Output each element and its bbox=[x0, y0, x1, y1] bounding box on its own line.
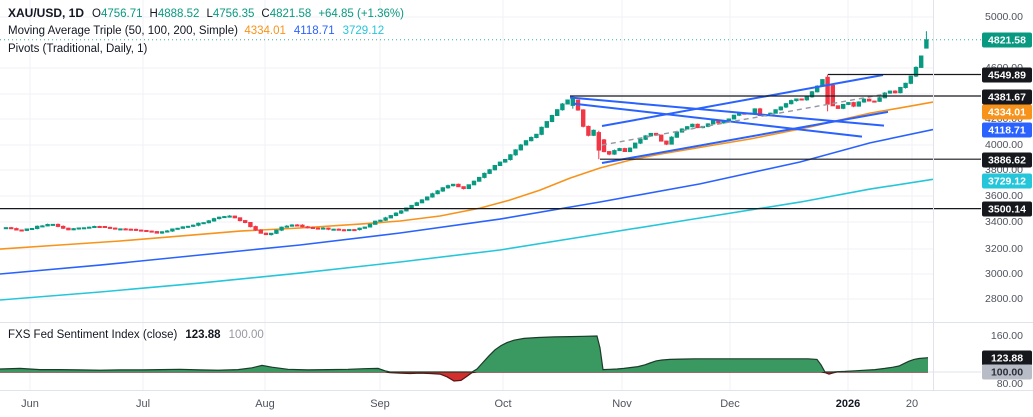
price-badge: 4821.58 bbox=[982, 32, 1032, 48]
pivots-legend-row[interactable]: Pivots (Traditional, Daily, 1) bbox=[8, 40, 404, 58]
daily-change: +64.85 (+1.36%) bbox=[318, 8, 404, 20]
ma-value: 3729.12 bbox=[342, 25, 385, 37]
time-tick-label: Sep bbox=[370, 398, 390, 410]
price-tick-label: 3400.00 bbox=[985, 216, 1023, 228]
price-badge: 4334.01 bbox=[982, 104, 1032, 120]
price-levels bbox=[0, 73, 981, 210]
price-badge: 4549.89 bbox=[982, 67, 1032, 83]
price-tick-label: 80.00 bbox=[996, 378, 1023, 390]
ohlc-item: O4756.71 bbox=[92, 8, 143, 20]
price-tick-label: 3600.00 bbox=[985, 190, 1023, 202]
ma-line-1[interactable] bbox=[0, 128, 933, 275]
ohlc-values: O4756.71 H4888.52 L4756.35 C4821.58 bbox=[92, 8, 318, 20]
channel-median-dashed[interactable] bbox=[601, 93, 887, 146]
descending-trendline-1[interactable] bbox=[569, 96, 885, 127]
ascending-channel-upper[interactable] bbox=[601, 74, 884, 127]
ohlc-item: H4888.52 bbox=[149, 8, 200, 20]
time-tick-label: Jul bbox=[135, 398, 151, 410]
time-tick-label: Dec bbox=[720, 398, 740, 410]
price-badge: 4381.67 bbox=[982, 89, 1032, 105]
pane-borders bbox=[0, 0, 1033, 391]
ma-legend-row[interactable]: Moving Average Triple (50, 100, 200, Sim… bbox=[8, 22, 404, 40]
ma-indicator-title: Moving Average Triple (50, 100, 200, Sim… bbox=[8, 25, 238, 37]
time-tick-label: Jun bbox=[21, 398, 39, 410]
ascending-channel-lower[interactable] bbox=[601, 110, 889, 164]
time-tick-label: Aug bbox=[255, 398, 275, 410]
ma-value: 4118.71 bbox=[293, 25, 335, 37]
symbol-title: XAU/USD, 1D bbox=[8, 6, 85, 20]
time-tick-label: Oct bbox=[494, 398, 512, 410]
price-tick-label: 2800.00 bbox=[985, 293, 1023, 305]
time-scale[interactable]: Jun Jul Aug Sep Oct Nov Dec 2026 20 bbox=[0, 391, 1033, 417]
symbol-legend-row[interactable]: XAU/USD, 1D O4756.71 H4888.52 L4756.35 C4821… bbox=[8, 4, 404, 22]
price-tick-label: 3000.00 bbox=[985, 268, 1023, 280]
ma-values: 4334.01 4118.71 3729.12 bbox=[244, 25, 392, 37]
grid bbox=[0, 0, 933, 390]
price-scale[interactable]: 5000.004600.004400.004200.004000.003800.… bbox=[933, 0, 1033, 390]
price-badge: 100.00 bbox=[982, 364, 1032, 380]
main-chart-legend[interactable]: XAU/USD, 1D O4756.71 H4888.52 L4756.35 C4821… bbox=[8, 4, 404, 58]
sentiment-indicator-title: FXS Fed Sentiment Index (close) bbox=[8, 329, 178, 341]
time-tick-label: 20 bbox=[905, 398, 919, 410]
price-tick-label: 4000.00 bbox=[985, 139, 1023, 151]
sentiment-area-series[interactable] bbox=[0, 335, 929, 382]
price-badge: 3500.14 bbox=[982, 201, 1032, 217]
price-tick-label: 5000.00 bbox=[985, 11, 1023, 23]
price-badge: 123.88 bbox=[982, 350, 1032, 366]
ohlc-item: C4821.58 bbox=[261, 8, 312, 20]
price-badge: 4118.71 bbox=[982, 122, 1032, 138]
sentiment-current-value: 123.88 bbox=[185, 329, 221, 341]
sentiment-baseline-value: 100.00 bbox=[228, 329, 264, 341]
price-tick-label: 3200.00 bbox=[985, 243, 1023, 255]
sentiment-legend-row[interactable]: FXS Fed Sentiment Index (close) 123.88 100… bbox=[8, 329, 264, 341]
ma-line-2[interactable] bbox=[0, 178, 933, 301]
price-badge: 3886.62 bbox=[982, 152, 1032, 168]
time-tick-label: Nov bbox=[612, 398, 632, 410]
price-tick-label: 160.00 bbox=[990, 330, 1023, 342]
ma-value: 4334.01 bbox=[244, 25, 286, 37]
pivots-indicator-title: Pivots (Traditional, Daily, 1) bbox=[8, 43, 148, 55]
descending-trendline-2[interactable] bbox=[572, 102, 863, 138]
price-badge: 3729.12 bbox=[982, 173, 1032, 189]
ma-line-0[interactable] bbox=[0, 101, 933, 250]
time-tick-label: 2026 bbox=[835, 398, 861, 410]
ohlc-item: L4756.35 bbox=[206, 8, 255, 20]
